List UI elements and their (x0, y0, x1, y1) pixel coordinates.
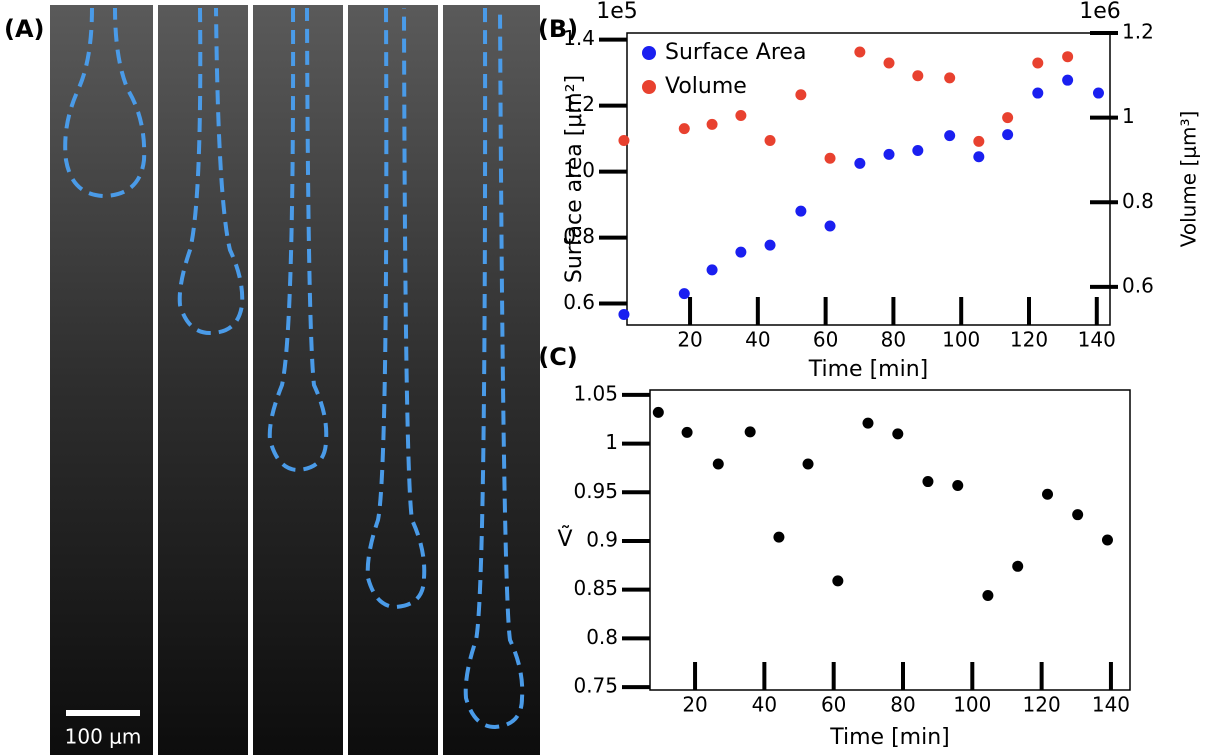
y2-offset: 1e6 (1079, 0, 1121, 24)
data-point (681, 426, 693, 438)
y-tick-label: 0.75 (573, 674, 618, 698)
x-tick-label: 20 (677, 328, 702, 352)
data-point (706, 118, 718, 130)
data-point (1002, 112, 1014, 124)
data-point (773, 531, 785, 543)
data-point (735, 110, 747, 122)
data-point (1032, 57, 1044, 69)
data-point (1072, 509, 1084, 521)
data-point (854, 46, 866, 58)
x-tick-label: 40 (752, 693, 777, 717)
x-tick-label: 20 (682, 693, 707, 717)
x-tick-label: 120 (1023, 693, 1061, 717)
data-point (912, 144, 924, 156)
legend-marker (642, 80, 656, 94)
y-axis-label: Ṽ (557, 525, 572, 552)
data-point (1092, 87, 1104, 99)
data-point (1062, 74, 1074, 86)
x-tick-label: 140 (1092, 693, 1130, 717)
data-point (764, 134, 776, 146)
data-point (652, 406, 664, 418)
data-point (678, 123, 690, 135)
legend-label: Surface Area (665, 40, 806, 65)
data-point (678, 288, 690, 300)
y2-tick-label: 0.8 (1122, 189, 1154, 213)
data-point (1101, 534, 1113, 546)
scale-bar-label: 100 μm (65, 725, 142, 749)
data-point (795, 89, 807, 101)
y-tick-label: 1.4 (563, 26, 595, 50)
y-tick-label: 0.8 (586, 625, 618, 649)
data-point (1062, 51, 1074, 63)
y-tick-label: 1.2 (563, 92, 595, 116)
data-point (744, 426, 756, 438)
y2-axis-label: Volume [μm³] (1177, 111, 1201, 248)
data-point (706, 264, 718, 276)
data-point (795, 205, 807, 217)
data-point (854, 157, 866, 169)
data-point (883, 148, 895, 160)
y-tick-label: 0.9 (586, 527, 618, 551)
y-axis-label: Surface area [μm²] (562, 75, 587, 283)
data-point (952, 479, 964, 491)
data-point (618, 134, 630, 146)
x-tick-label: 80 (881, 328, 906, 352)
data-point (618, 308, 630, 320)
x-axis-label: Time [min] (808, 357, 929, 382)
y2-tick-label: 1.2 (1122, 20, 1154, 44)
data-point (973, 151, 985, 163)
x-tick-label: 120 (1010, 328, 1048, 352)
data-point (824, 220, 836, 232)
data-point (1042, 488, 1054, 500)
y2-tick-label: 1 (1122, 104, 1135, 128)
y-offset: 1e5 (596, 0, 638, 24)
micrographs (50, 5, 540, 755)
x-tick-label: 60 (821, 693, 846, 717)
y-tick-label: 1 (605, 430, 618, 454)
data-point (883, 57, 895, 69)
data-point (892, 428, 904, 440)
panel-label: (B) (538, 15, 578, 43)
x-tick-label: 100 (942, 328, 980, 352)
y-tick-label: 0.6 (563, 290, 595, 314)
y-tick-label: 0.95 (573, 479, 618, 503)
data-point (1002, 129, 1014, 141)
panel-label: (A) (4, 15, 45, 43)
data-point (712, 458, 724, 470)
legend-marker (642, 46, 656, 60)
y-tick-label: 0.8 (563, 224, 595, 248)
data-point (824, 152, 836, 164)
data-point (944, 130, 956, 142)
data-point (832, 575, 844, 587)
data-point (1012, 560, 1024, 572)
x-tick-label: 100 (953, 693, 991, 717)
x-tick-label: 40 (745, 328, 770, 352)
panel-label: (C) (538, 343, 578, 371)
x-tick-label: 140 (1078, 328, 1116, 352)
plot-frame (649, 389, 1131, 691)
x-axis-label: Time [min] (829, 725, 950, 750)
data-point (944, 72, 956, 84)
data-point (862, 417, 874, 429)
data-point (973, 135, 985, 147)
data-point (802, 458, 814, 470)
plot-frame (626, 32, 1111, 326)
data-point (922, 476, 934, 488)
y-tick-label: 1.05 (573, 381, 618, 405)
x-tick-label: 80 (890, 693, 915, 717)
y-tick-label: 0.85 (573, 576, 618, 600)
data-point (982, 590, 994, 602)
data-point (1032, 87, 1044, 99)
legend-label: Volume (665, 74, 747, 99)
data-point (735, 246, 747, 258)
x-tick-label: 60 (813, 328, 838, 352)
data-point (764, 239, 776, 251)
data-point (912, 70, 924, 82)
y2-tick-label: 0.6 (1122, 273, 1154, 297)
y-tick-label: 1.0 (563, 158, 595, 182)
